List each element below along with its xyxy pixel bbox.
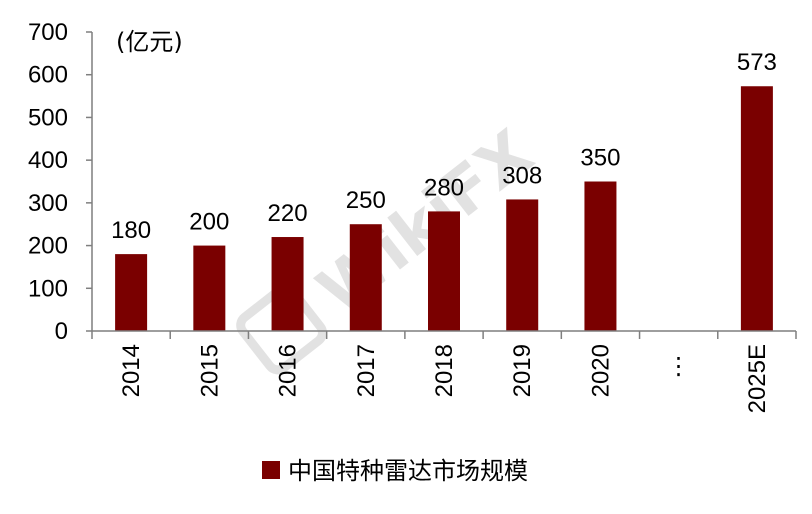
bars xyxy=(115,86,773,331)
y-tick-label: 0 xyxy=(55,318,68,345)
y-tick-label: 400 xyxy=(28,147,68,174)
legend-label: 中国特种雷达市场规模 xyxy=(288,457,528,485)
bar xyxy=(115,254,148,331)
x-tick-label: 2016 xyxy=(275,344,302,397)
x-tick-label: 2020 xyxy=(587,344,614,397)
x-tick-label: 2015 xyxy=(196,344,223,397)
bar xyxy=(193,245,226,331)
bar xyxy=(349,224,382,331)
x-tick-label: ⋮ xyxy=(667,353,691,380)
x-tick-label: 2014 xyxy=(118,344,145,397)
watermark-logo-icon xyxy=(236,283,327,375)
bar xyxy=(271,237,304,331)
x-tick-label: 2019 xyxy=(509,344,536,397)
y-tick-label: 200 xyxy=(28,233,68,260)
data-label: 250 xyxy=(346,187,386,214)
bar xyxy=(428,211,460,331)
data-label: 280 xyxy=(424,174,464,201)
y-tick-label: 300 xyxy=(28,190,68,217)
data-label: 308 xyxy=(502,162,542,189)
legend-swatch xyxy=(262,461,280,479)
unit-label: (亿元) xyxy=(116,28,183,56)
y-axis: 0 100 200 300 400 500 600 700 xyxy=(28,19,93,345)
legend: 中国特种雷达市场规模 xyxy=(262,457,528,485)
x-tick-label: 2018 xyxy=(431,344,458,397)
x-tick-label: 2017 xyxy=(353,344,380,397)
y-tick-label: 500 xyxy=(28,104,68,131)
data-label: 573 xyxy=(737,49,777,76)
bar xyxy=(506,199,539,331)
data-labels: 180 200 220 250 280 308 350 573 xyxy=(111,49,777,244)
y-tick-label: 700 xyxy=(28,19,68,46)
data-label: 180 xyxy=(111,217,151,244)
bar xyxy=(740,86,773,331)
data-label: 220 xyxy=(268,200,308,227)
data-label: 200 xyxy=(189,209,229,236)
y-tick-label: 100 xyxy=(28,275,68,302)
bar xyxy=(584,181,617,331)
data-label: 350 xyxy=(580,145,620,172)
x-tick-label: 2025E xyxy=(744,344,771,413)
x-axis: 2014 2015 2016 2017 2018 2019 2020 ⋮ 2025E xyxy=(91,330,797,413)
y-tick-label: 600 xyxy=(28,62,68,89)
